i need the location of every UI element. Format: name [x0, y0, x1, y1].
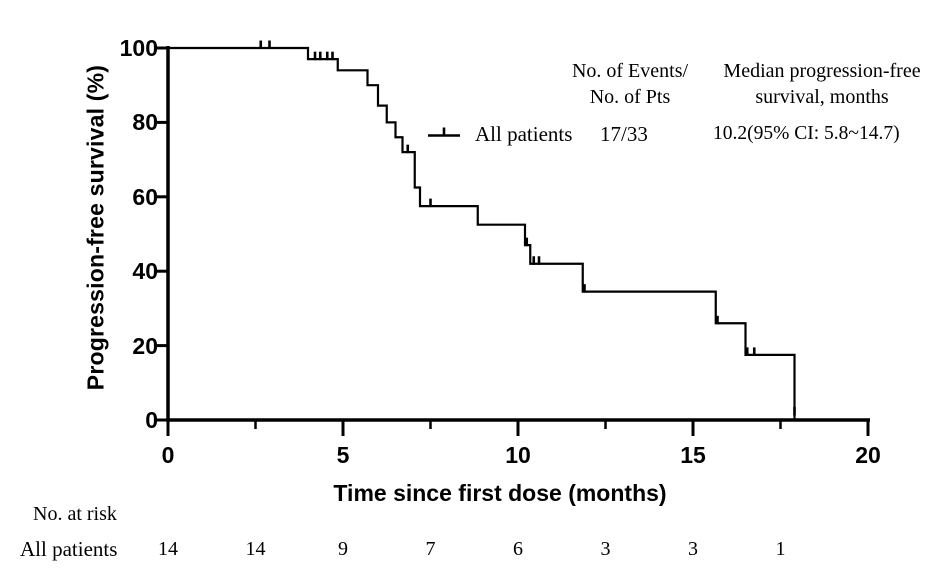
risk-count: 3	[688, 538, 698, 560]
series-events-value: 17/33	[600, 122, 648, 146]
risk-count: 3	[600, 538, 611, 560]
x-tick-label: 0	[161, 442, 175, 468]
y-tick-label: 100	[119, 35, 158, 61]
km-curve	[168, 46, 796, 420]
series-median-value: 10.2(95% CI: 5.8~14.7)	[713, 123, 900, 144]
risk-count: 9	[338, 538, 348, 560]
legend-line-symbol	[428, 127, 460, 137]
x-tick-label: 5	[336, 442, 350, 468]
median-header-line1: Median progression-free	[723, 60, 921, 82]
y-tick-label: 40	[132, 258, 158, 285]
y-tick-label: 20	[132, 332, 158, 359]
risk-count: 7	[425, 538, 436, 560]
events-header-line2: No. of Pts	[589, 86, 671, 108]
x-tick-label: 20	[855, 442, 881, 468]
risk-table-label: No. at risk	[33, 503, 117, 525]
axes	[156, 46, 870, 436]
risk-count: 14	[245, 538, 266, 560]
x-tick-label: 15	[680, 442, 706, 468]
median-column-header: Median progression-free survival, months	[702, 58, 931, 110]
x-tick-label: 10	[505, 442, 531, 468]
legend-series-label: All patients	[475, 122, 573, 146]
y-axis-title: Progression-free survival (%)	[82, 64, 109, 391]
y-tick-label: 80	[132, 109, 158, 136]
risk-row-label: All patients	[20, 537, 118, 561]
km-step-path	[168, 46, 796, 420]
y-tick-label: 0	[145, 407, 158, 433]
x-axis-title: Time since first dose (months)	[333, 480, 667, 506]
events-column-header: No. of Events/ No. of Pts	[550, 58, 710, 110]
y-tick-label: 60	[132, 183, 158, 210]
risk-count: 1	[775, 538, 786, 560]
risk-count: 6	[513, 538, 523, 560]
median-header-line2: survival, months	[755, 86, 889, 108]
events-header-line1: No. of Events/	[571, 60, 689, 82]
censor-marks	[259, 40, 796, 416]
risk-count: 14	[158, 538, 178, 560]
